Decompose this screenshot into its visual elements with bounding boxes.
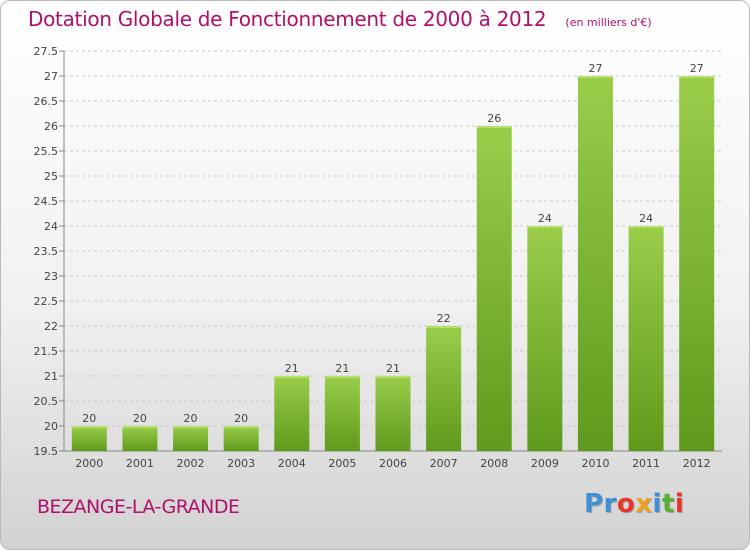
y-tick-label: 23.5 bbox=[34, 245, 59, 258]
y-tick-label: 26 bbox=[44, 120, 58, 133]
x-tick-label-2003: 2003 bbox=[227, 457, 255, 470]
data-label-2007: 22 bbox=[437, 312, 451, 325]
y-tick-label: 25.5 bbox=[34, 145, 59, 158]
y-tick-label: 21 bbox=[44, 370, 58, 383]
data-label-2006: 21 bbox=[386, 362, 400, 375]
bar-highlight bbox=[71, 426, 107, 428]
bar-highlight bbox=[628, 226, 664, 228]
bar-highlight bbox=[426, 326, 462, 328]
x-tick-label-2001: 2001 bbox=[126, 457, 154, 470]
y-tick-label: 25 bbox=[44, 170, 58, 183]
data-label-2004: 21 bbox=[285, 362, 299, 375]
y-tick-label: 21.5 bbox=[34, 345, 59, 358]
logo-letter: t bbox=[661, 489, 675, 519]
data-label-2012: 27 bbox=[690, 62, 704, 75]
logo-letter: x bbox=[635, 489, 653, 519]
logo-letter: P bbox=[584, 489, 604, 519]
x-tick-label-2008: 2008 bbox=[480, 457, 508, 470]
chart-unit: (en milliers d'€) bbox=[565, 16, 652, 29]
bar-2007 bbox=[426, 326, 462, 451]
x-tick-label-2005: 2005 bbox=[328, 457, 356, 470]
y-tick-label: 22 bbox=[44, 320, 58, 333]
x-tick-label-2010: 2010 bbox=[581, 457, 609, 470]
x-tick-label-2011: 2011 bbox=[632, 457, 660, 470]
x-tick-label-2007: 2007 bbox=[430, 457, 458, 470]
bar-2005 bbox=[324, 376, 360, 451]
y-tick-label: 20 bbox=[44, 420, 58, 433]
x-tick-label-2012: 2012 bbox=[683, 457, 711, 470]
bar-2010 bbox=[577, 76, 613, 451]
logo-letter: i bbox=[652, 489, 662, 519]
bar-2003 bbox=[223, 426, 259, 451]
bar-highlight bbox=[173, 426, 209, 428]
x-tick-label-2002: 2002 bbox=[177, 457, 205, 470]
y-tick-label: 22.5 bbox=[34, 295, 59, 308]
bar-highlight bbox=[476, 126, 512, 128]
data-label-2003: 20 bbox=[234, 412, 248, 425]
bar-2000 bbox=[71, 426, 107, 451]
logo-letter: o bbox=[616, 489, 636, 519]
data-label-2009: 24 bbox=[538, 212, 552, 225]
bar-2008 bbox=[476, 126, 512, 451]
data-label-2002: 20 bbox=[184, 412, 198, 425]
bar-2001 bbox=[122, 426, 158, 451]
logo-letter: r bbox=[603, 489, 617, 519]
bar-highlight bbox=[122, 426, 158, 428]
y-tick-label: 23 bbox=[44, 270, 58, 283]
y-tick-label: 20.5 bbox=[34, 395, 59, 408]
bar-highlight bbox=[527, 226, 563, 228]
y-tick-label: 19.5 bbox=[34, 445, 59, 458]
proxiti-logo: Proxiti bbox=[584, 489, 684, 519]
logo-letter: i bbox=[674, 489, 685, 519]
data-label-2008: 26 bbox=[487, 112, 501, 125]
bar-2002 bbox=[173, 426, 209, 451]
bar-highlight bbox=[274, 376, 310, 378]
bar-highlight bbox=[324, 376, 360, 378]
y-tick-label: 27 bbox=[44, 70, 58, 83]
data-label-2010: 27 bbox=[588, 62, 602, 75]
data-label-2001: 20 bbox=[133, 412, 147, 425]
bar-highlight bbox=[375, 376, 411, 378]
commune-name: BEZANGE-LA-GRANDE bbox=[37, 496, 240, 518]
x-tick-label-2006: 2006 bbox=[379, 457, 407, 470]
bar-2004 bbox=[274, 376, 310, 451]
bar-2006 bbox=[375, 376, 411, 451]
bar-highlight bbox=[577, 76, 613, 78]
bar-highlight bbox=[223, 426, 259, 428]
x-tick-label-2004: 2004 bbox=[278, 457, 306, 470]
bar-2011 bbox=[628, 226, 664, 451]
chart-title-row: Dotation Globale de Fonctionnement de 20… bbox=[28, 7, 652, 31]
bar-2009 bbox=[527, 226, 563, 451]
bar-highlight bbox=[679, 76, 715, 78]
data-label-2005: 21 bbox=[335, 362, 349, 375]
y-tick-label: 24.5 bbox=[34, 195, 59, 208]
chart-title: Dotation Globale de Fonctionnement de 20… bbox=[28, 7, 547, 31]
y-tick-label: 26.5 bbox=[34, 95, 59, 108]
x-tick-label-2009: 2009 bbox=[531, 457, 559, 470]
x-tick-label-2000: 2000 bbox=[75, 457, 103, 470]
y-tick-label: 24 bbox=[44, 220, 58, 233]
data-label-2011: 24 bbox=[639, 212, 653, 225]
data-label-2000: 20 bbox=[82, 412, 96, 425]
y-tick-label: 27.5 bbox=[34, 45, 59, 58]
bar-2012 bbox=[679, 76, 715, 451]
